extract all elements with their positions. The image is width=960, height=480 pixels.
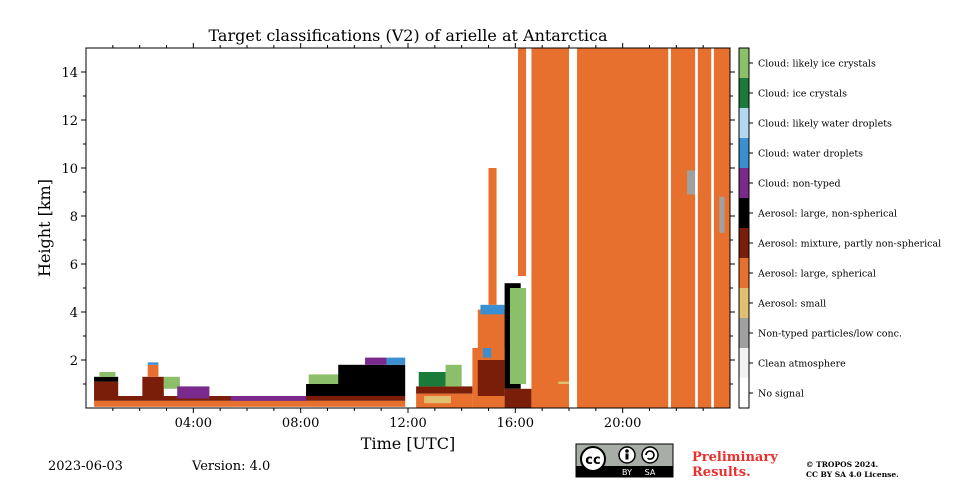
y-tick-label: 10 <box>61 162 78 177</box>
preliminary-line-2: Results. <box>692 465 751 480</box>
legend-label: Cloud: likely water droplets <box>758 119 892 130</box>
x-axis-label: Time [UTC] <box>361 434 455 453</box>
classification-region <box>518 48 527 276</box>
no-signal-gaps <box>405 48 714 408</box>
legend-swatch <box>739 288 749 318</box>
legend-frame <box>738 47 750 409</box>
x-axis-ticks: 04:00 08:00 12:00 16:00 20:00 <box>112 43 704 431</box>
legend-swatch <box>739 378 749 408</box>
classification-region <box>719 196 725 233</box>
legend-label: Aerosol: small <box>757 299 826 310</box>
legend-label: No signal <box>758 389 804 400</box>
classification-region <box>142 376 164 396</box>
classification-region <box>94 400 406 407</box>
legend-swatch <box>739 318 749 348</box>
copyright-line-2: CC BY SA 4.0 License. <box>806 470 899 479</box>
classification-region <box>306 384 406 396</box>
classification-regions <box>94 48 730 408</box>
chart-title: Target classifications (V2) of arielle a… <box>209 26 608 45</box>
x-tick-label: 12:00 <box>389 416 426 431</box>
classification-region <box>418 372 446 387</box>
x-tick-label: 16:00 <box>497 416 534 431</box>
classification-region <box>477 360 505 396</box>
classification-region <box>230 396 307 401</box>
cc-license-badge: cc BY SA <box>575 443 674 478</box>
legend-label: Non-typed particles/low conc. <box>758 329 902 340</box>
x-tick-label: 04:00 <box>175 416 212 431</box>
classification-region <box>386 357 406 365</box>
legend-label: Aerosol: mixture, partly non-spherical <box>757 239 941 250</box>
classification-region <box>504 388 532 408</box>
legend-label: Aerosol: large, non-spherical <box>757 209 897 220</box>
classification-region <box>687 170 698 195</box>
no-signal-gap <box>405 48 417 408</box>
version-label: Version: 4.0 <box>191 459 270 474</box>
classification-region <box>94 376 119 382</box>
classification-region <box>445 364 462 387</box>
classification-region <box>365 357 387 365</box>
classification-region <box>424 396 451 404</box>
classification-region <box>577 48 730 408</box>
legend-label: Cloud: likely ice crystals <box>758 59 876 70</box>
legend-label: Aerosol: large, spherical <box>757 269 876 280</box>
classification-region <box>488 168 497 305</box>
classification-region <box>308 374 349 384</box>
legend-label: Clean atmosphere <box>758 359 846 370</box>
y-tick-label: 6 <box>70 258 78 273</box>
sa-share-arrow-icon <box>645 450 655 460</box>
x-tick-label: 08:00 <box>282 416 319 431</box>
y-tick-label: 14 <box>61 66 78 81</box>
classification-region <box>99 372 116 377</box>
legend-label: Cloud: non-typed <box>758 179 841 190</box>
legend-swatch <box>739 228 749 258</box>
legend-swatch <box>739 138 749 168</box>
legend-swatch <box>739 258 749 288</box>
y-axis-label: Height [km] <box>35 179 54 277</box>
by-person-body-icon <box>625 453 629 460</box>
preliminary-line-1: Preliminary <box>692 450 778 465</box>
no-signal-gap <box>711 48 714 408</box>
cc-sa-label: SA <box>645 468 656 477</box>
legend-label: Cloud: ice crystals <box>758 89 847 100</box>
legend-swatch <box>739 48 749 78</box>
cc-logo-icon <box>580 446 606 472</box>
no-signal-gap <box>569 48 575 408</box>
classification-region <box>147 364 159 377</box>
by-person-head-icon <box>625 449 629 453</box>
plot-area <box>85 47 731 409</box>
classification-region <box>416 386 473 394</box>
legend-swatch <box>739 78 749 108</box>
classification-region <box>177 386 210 399</box>
legend-swatch <box>739 348 749 378</box>
cc-by-label: BY <box>622 468 632 477</box>
classification-region <box>480 304 505 315</box>
classification-region <box>338 364 406 384</box>
classification-region <box>94 381 119 396</box>
class-legend: Cloud: likely ice crystals Cloud: ice cry… <box>738 47 941 409</box>
y-tick-label: 4 <box>70 306 78 321</box>
classification-region <box>531 48 569 408</box>
legend-swatch <box>739 168 749 198</box>
cc-logo-text: cc <box>585 453 600 468</box>
y-tick-label: 8 <box>70 210 78 225</box>
no-signal-gap <box>668 48 671 408</box>
no-signal-gap <box>695 48 698 408</box>
cc-badge-strip <box>576 466 673 477</box>
legend-swatch <box>739 108 749 138</box>
classification-region <box>147 362 159 365</box>
legend-label: Cloud: water droplets <box>758 149 863 160</box>
x-tick-label: 20:00 <box>604 416 641 431</box>
sa-share-icon <box>641 446 659 464</box>
date-label: 2023-06-03 <box>48 459 123 474</box>
classification-region <box>483 348 492 358</box>
classification-region <box>163 376 180 389</box>
copyright-line-1: © TROPOS 2024. <box>806 460 878 469</box>
legend-swatch <box>739 198 749 228</box>
classification-region <box>558 381 569 384</box>
y-tick-label: 2 <box>70 354 78 369</box>
y-tick-label: 12 <box>61 114 78 129</box>
classification-region <box>509 288 527 384</box>
y-axis-ticks: 2 4 6 8 10 12 14 <box>61 66 735 385</box>
